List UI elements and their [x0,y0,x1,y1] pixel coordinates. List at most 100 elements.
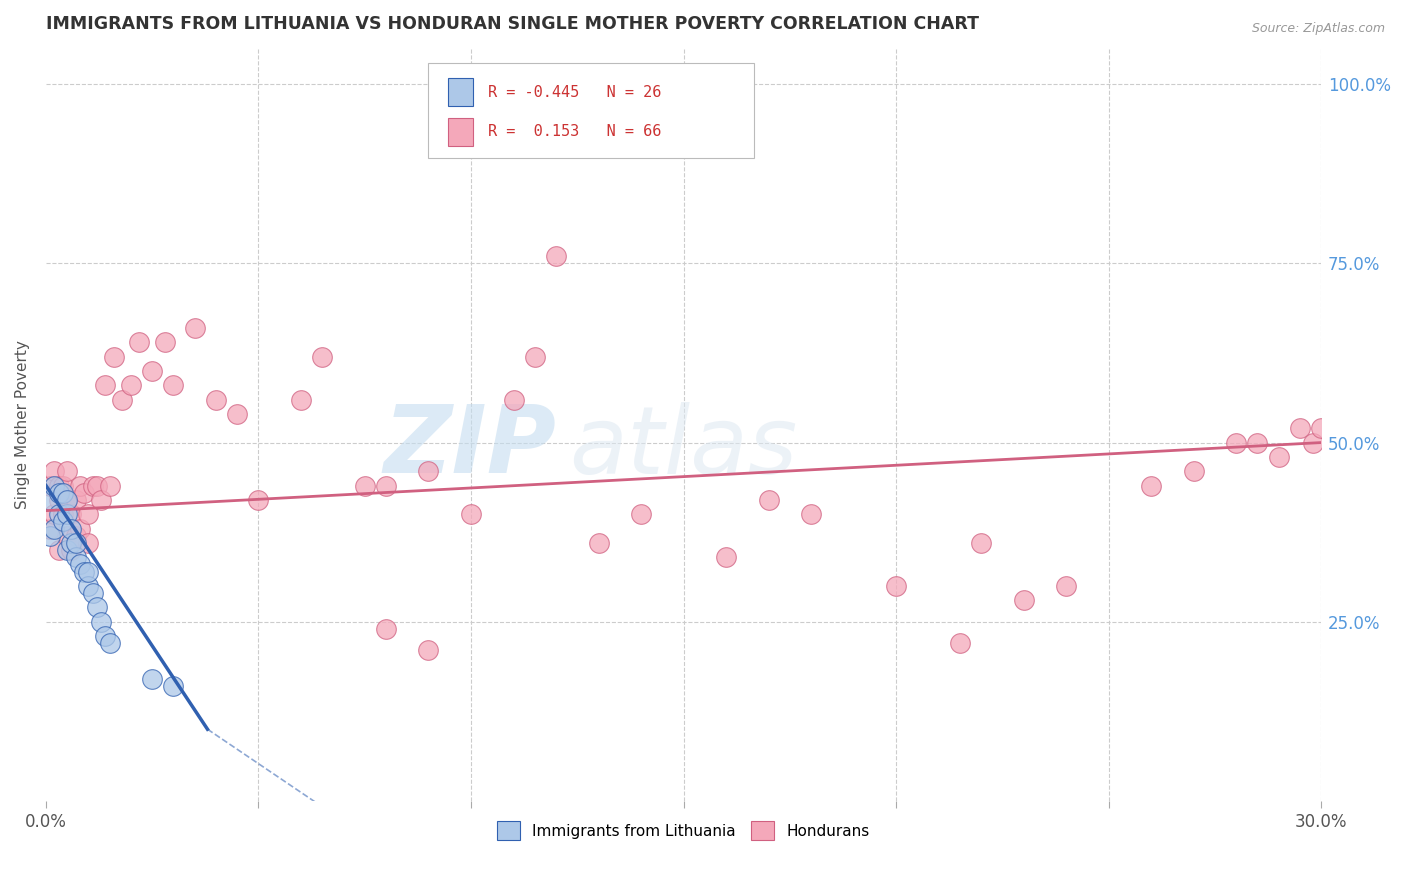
Point [184,321,207,335]
FancyBboxPatch shape [429,63,754,158]
Point [1302,435,1324,450]
Y-axis label: Single Mother Poverty: Single Mother Poverty [15,340,30,509]
FancyBboxPatch shape [447,78,474,106]
Point [714,550,737,565]
Point [44,464,66,478]
Point [86,478,108,492]
Point [247,492,270,507]
Point [128,335,150,350]
Point [1310,421,1333,435]
Point [1246,435,1268,450]
Point [39,529,62,543]
Point [48,543,70,558]
Point [1012,593,1035,607]
Point [418,643,440,657]
Point [884,579,907,593]
Point [48,478,70,492]
Point [44,522,66,536]
Point [48,492,70,507]
Point [1182,464,1205,478]
Point [418,464,440,478]
Point [82,586,104,600]
Legend: Immigrants from Lithuania, Hondurans: Immigrants from Lithuania, Hondurans [491,815,876,846]
Point [82,478,104,492]
Text: ZIP: ZIP [382,401,555,493]
Point [77,507,100,521]
FancyBboxPatch shape [447,118,474,146]
Point [588,536,610,550]
Point [77,536,100,550]
Point [375,478,398,492]
Point [56,543,79,558]
Point [39,522,62,536]
Text: R = -0.445   N = 26: R = -0.445 N = 26 [488,85,662,100]
Point [1054,579,1077,593]
Point [60,507,83,521]
Point [98,636,121,650]
Point [77,579,100,593]
Point [111,392,134,407]
Point [60,522,83,536]
Point [60,536,83,550]
Point [52,478,75,492]
Point [44,507,66,521]
Point [375,622,398,636]
Point [48,485,70,500]
Point [94,378,117,392]
Point [523,350,546,364]
Point [970,536,993,550]
Point [65,536,87,550]
Point [69,522,91,536]
Text: Source: ZipAtlas.com: Source: ZipAtlas.com [1251,22,1385,36]
Point [98,478,121,492]
Point [86,600,108,615]
Point [460,507,482,521]
Point [544,249,567,263]
Point [52,507,75,521]
Point [52,485,75,500]
Point [56,464,79,478]
Point [39,492,62,507]
Point [311,350,333,364]
Point [353,478,375,492]
Point [141,364,163,378]
Point [758,492,780,507]
Point [56,529,79,543]
Point [60,543,83,558]
Point [290,392,312,407]
Point [56,492,79,507]
Point [141,672,163,686]
Point [1267,450,1289,464]
Point [162,378,184,392]
Point [69,558,91,572]
Point [77,565,100,579]
Point [56,507,79,521]
Text: atlas: atlas [569,401,797,492]
Point [90,615,112,629]
Point [800,507,823,521]
Point [52,515,75,529]
Point [630,507,652,521]
Point [65,529,87,543]
Point [73,485,96,500]
Point [94,629,117,643]
Point [65,550,87,565]
Point [48,507,70,521]
Point [44,478,66,492]
Point [120,378,142,392]
Point [502,392,524,407]
Point [39,478,62,492]
Point [949,636,972,650]
Point [73,565,96,579]
Text: R =  0.153   N = 66: R = 0.153 N = 66 [488,125,662,139]
Point [1225,435,1247,450]
Point [90,492,112,507]
Point [103,350,125,364]
Point [56,492,79,507]
Point [1288,421,1310,435]
Point [65,492,87,507]
Point [226,407,249,421]
Point [69,478,91,492]
Point [1140,478,1163,492]
Point [205,392,228,407]
